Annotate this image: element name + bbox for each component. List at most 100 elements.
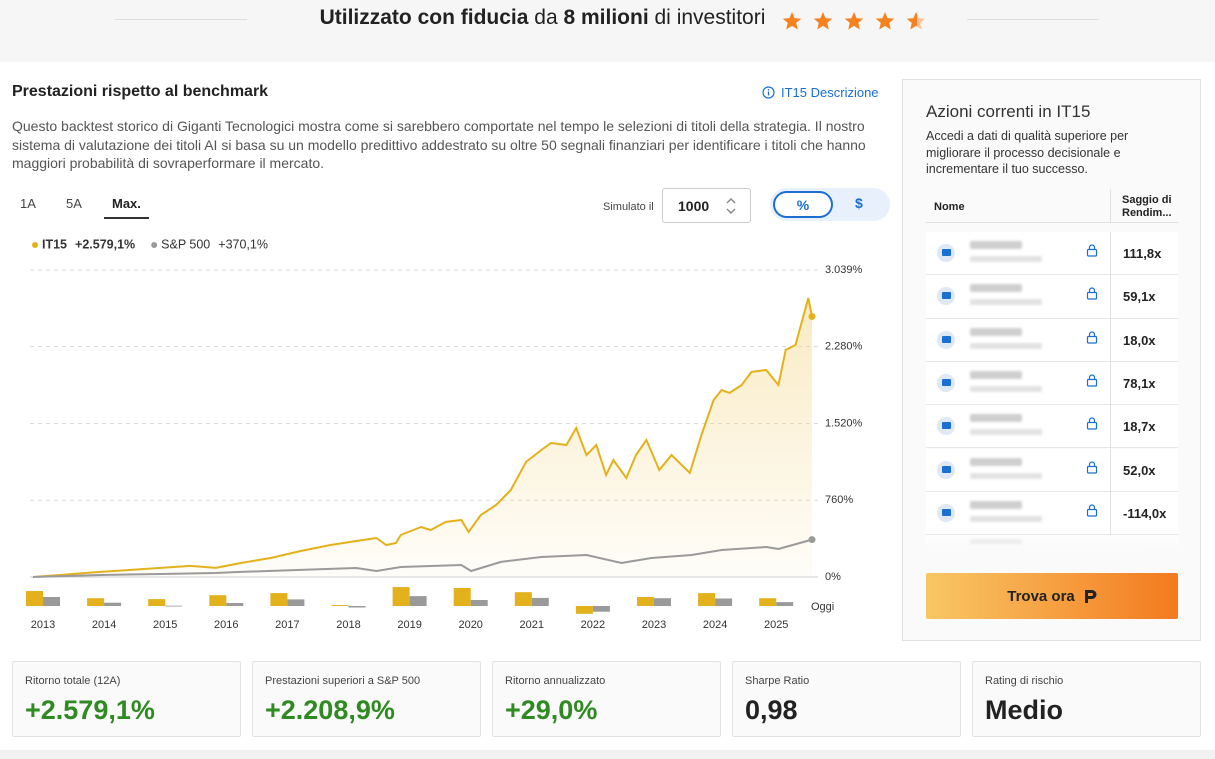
y-tick-label: 0% [825, 571, 841, 583]
stat-value: 0,98 [745, 695, 798, 725]
legend-total: +2.579,1% [75, 237, 135, 251]
lock-icon [1086, 460, 1098, 474]
x-tick-label: 2014 [92, 619, 116, 631]
description-link[interactable]: IT15 Descrizione [762, 85, 879, 100]
footer-strip [0, 750, 1215, 759]
info-icon [762, 86, 775, 99]
stat-card: Sharpe Ratio 0,98 [732, 661, 961, 737]
column-header: Saggio di Rendim... [1122, 194, 1180, 220]
annual-bar [592, 606, 610, 612]
hidden-name [970, 342, 1042, 349]
row-separator [1110, 232, 1111, 275]
divider [967, 19, 1099, 20]
panel-description: Questo backtest storico di Giganti Tecno… [12, 118, 866, 171]
spinner[interactable] [726, 197, 736, 215]
star [813, 12, 833, 30]
unit-option-active[interactable]: % [773, 191, 833, 218]
end-point [808, 536, 816, 544]
link-text[interactable]: IT15 Descrizione [781, 85, 879, 100]
end-label: Oggi [811, 601, 834, 613]
divider [115, 19, 247, 20]
stat-value: +2.579,1% [25, 695, 155, 725]
amount-value[interactable]: 1000 [678, 198, 710, 214]
holdings-description: Accedi a dati di qualità superiore per m… [926, 129, 1129, 176]
holdings-title: Azioni correnti in IT15 [926, 102, 1091, 121]
headline-part: da [534, 6, 558, 29]
return-value: 18,0x [1123, 332, 1156, 348]
y-tick-label: 3.039% [825, 264, 863, 276]
annual-bar [776, 602, 794, 606]
return-value: 52,0x [1123, 462, 1156, 478]
table-header: Nome Saggio di Rendim... [926, 190, 1178, 223]
annual-bar [637, 597, 654, 606]
column-header: Nome [934, 201, 965, 213]
x-tick-label: 2018 [336, 619, 360, 631]
hidden-name [970, 299, 1042, 306]
y-tick-label: 760% [825, 494, 853, 506]
column-header-text: Saggio di Rendim... [1122, 194, 1172, 219]
annual-bar [715, 598, 733, 606]
annual-bar [514, 592, 532, 606]
line [32, 538, 813, 578]
headline-part: di [654, 6, 671, 29]
lock-icon [1086, 417, 1098, 430]
hidden-ticker [970, 500, 1022, 509]
legend-total: +370,1% [218, 237, 268, 251]
holding-row: 111,8x [926, 232, 1178, 276]
legend-name: IT15 [42, 237, 67, 251]
hidden-name [970, 385, 1042, 392]
unit-toggle: % $ [770, 188, 890, 221]
headline-part: Utilizzato con fiducia [319, 6, 529, 29]
row-separator [1110, 318, 1111, 362]
stat-label: Rating di rischio [985, 675, 1064, 687]
holdings-panel: Azioni correnti in IT15 Accedi a dati di… [902, 79, 1201, 641]
x-tick-label: 2023 [642, 619, 666, 631]
annual-bar [43, 597, 60, 606]
amount-input[interactable]: 1000 [662, 188, 751, 223]
y-tick-label: 2.280% [825, 341, 863, 353]
lock-icon [1086, 287, 1098, 300]
holding-row: 59,1x [926, 275, 1178, 319]
button-icon [1084, 590, 1097, 603]
row-separator [1110, 275, 1111, 319]
headline-part: investitori [676, 6, 766, 29]
legend-dot [32, 242, 38, 248]
x-tick-label: 2016 [214, 619, 238, 631]
end-point [808, 312, 816, 320]
unit-option[interactable]: $ [855, 195, 863, 211]
faded-row [926, 535, 1178, 552]
annual-bar [698, 593, 716, 606]
range-tab[interactable]: 5A [66, 196, 82, 211]
hidden-ticker [970, 370, 1022, 379]
row-separator [1110, 491, 1111, 535]
annual-bar [348, 606, 366, 608]
annual-bar [209, 595, 227, 606]
holding-row: 52,0x [926, 448, 1178, 492]
hidden-ticker [970, 539, 1022, 545]
area [33, 298, 812, 577]
stat-card: Ritorno annualizzato +29,0% [492, 661, 721, 737]
stock-icon [937, 460, 955, 479]
stat-label: Prestazioni superiori a S&P 500 [265, 675, 421, 687]
annual-bar [531, 597, 549, 606]
annual-bar [226, 603, 244, 606]
annual-bar [148, 599, 166, 606]
panel-title: Prestazioni rispetto al benchmark [12, 83, 269, 100]
button-label[interactable]: Trova ora [1007, 587, 1075, 605]
holding-row: 78,1x [926, 361, 1178, 406]
stat-value: +2.208,9% [265, 695, 395, 725]
trust-banner [0, 0, 1215, 62]
annual-bar [470, 600, 488, 606]
stat-card: Ritorno totale (12A) +2.579,1% [12, 661, 241, 737]
x-tick-label: 2022 [581, 619, 605, 631]
range-tab-active[interactable]: Max. [104, 196, 149, 219]
range-tab[interactable]: 1A [20, 196, 36, 211]
hidden-name [970, 256, 1042, 262]
return-value: 59,1x [1123, 289, 1156, 305]
stock-icon [937, 244, 955, 262]
x-tick-label: 2021 [520, 619, 544, 631]
find-button[interactable]: Trova ora [926, 573, 1178, 619]
rating-stars [782, 12, 926, 30]
row-separator [1110, 448, 1111, 492]
